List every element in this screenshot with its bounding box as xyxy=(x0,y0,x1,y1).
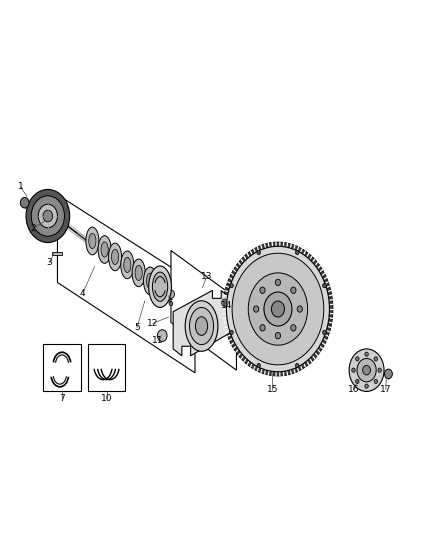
Circle shape xyxy=(291,325,296,331)
Circle shape xyxy=(223,242,333,376)
Bar xyxy=(52,252,62,255)
Circle shape xyxy=(374,379,378,384)
Circle shape xyxy=(254,306,259,312)
Text: 2: 2 xyxy=(31,224,36,233)
Circle shape xyxy=(257,364,261,368)
Text: 13: 13 xyxy=(201,272,212,280)
Ellipse shape xyxy=(152,272,168,301)
Ellipse shape xyxy=(135,265,142,280)
Bar xyxy=(43,344,81,391)
Ellipse shape xyxy=(124,257,131,272)
Circle shape xyxy=(352,368,355,372)
Text: 1: 1 xyxy=(18,182,23,191)
Ellipse shape xyxy=(144,267,156,295)
Circle shape xyxy=(31,196,64,236)
Circle shape xyxy=(26,189,70,243)
Circle shape xyxy=(38,204,57,228)
Circle shape xyxy=(385,369,392,378)
Circle shape xyxy=(295,364,299,368)
Circle shape xyxy=(157,330,167,342)
Circle shape xyxy=(374,357,378,361)
Circle shape xyxy=(363,366,371,375)
Circle shape xyxy=(20,197,29,208)
Circle shape xyxy=(378,368,381,372)
Circle shape xyxy=(226,246,329,372)
Polygon shape xyxy=(171,251,237,370)
Ellipse shape xyxy=(86,227,99,255)
Polygon shape xyxy=(57,195,195,373)
Circle shape xyxy=(276,279,281,286)
Circle shape xyxy=(272,301,285,317)
Text: 10: 10 xyxy=(101,394,113,403)
Polygon shape xyxy=(173,290,230,356)
Circle shape xyxy=(260,325,265,331)
Circle shape xyxy=(356,357,359,361)
Circle shape xyxy=(260,287,265,294)
Text: 6: 6 xyxy=(167,299,173,308)
Circle shape xyxy=(297,306,302,312)
Circle shape xyxy=(322,284,326,288)
Circle shape xyxy=(349,349,384,391)
Circle shape xyxy=(230,284,233,288)
Text: 15: 15 xyxy=(266,385,278,394)
Circle shape xyxy=(230,330,233,335)
Bar xyxy=(88,344,125,391)
Circle shape xyxy=(43,210,53,222)
Circle shape xyxy=(222,299,228,306)
Text: 3: 3 xyxy=(47,258,53,266)
Text: 16: 16 xyxy=(348,385,359,394)
Circle shape xyxy=(322,330,326,335)
Ellipse shape xyxy=(98,236,111,263)
Text: 14: 14 xyxy=(221,301,233,310)
Ellipse shape xyxy=(149,266,171,308)
Text: 12: 12 xyxy=(147,319,158,328)
Ellipse shape xyxy=(195,317,208,335)
Text: 4: 4 xyxy=(80,288,85,297)
Circle shape xyxy=(248,273,307,345)
Ellipse shape xyxy=(121,251,134,279)
Circle shape xyxy=(357,359,376,382)
Circle shape xyxy=(356,379,359,384)
Circle shape xyxy=(291,287,296,294)
Ellipse shape xyxy=(101,242,108,257)
Text: 7: 7 xyxy=(59,394,65,403)
Text: 11: 11 xyxy=(152,336,164,345)
Circle shape xyxy=(295,251,299,255)
Circle shape xyxy=(257,251,261,255)
Ellipse shape xyxy=(89,233,96,248)
Ellipse shape xyxy=(190,308,214,345)
Text: 5: 5 xyxy=(134,323,140,332)
Circle shape xyxy=(167,290,174,298)
Circle shape xyxy=(264,292,292,326)
Circle shape xyxy=(276,333,281,339)
Circle shape xyxy=(232,253,324,365)
Ellipse shape xyxy=(185,301,218,351)
Circle shape xyxy=(365,384,368,388)
Ellipse shape xyxy=(132,259,145,287)
Ellipse shape xyxy=(112,249,119,264)
Ellipse shape xyxy=(109,243,122,271)
Ellipse shape xyxy=(146,273,154,288)
Text: 17: 17 xyxy=(380,385,392,394)
Circle shape xyxy=(365,352,368,357)
